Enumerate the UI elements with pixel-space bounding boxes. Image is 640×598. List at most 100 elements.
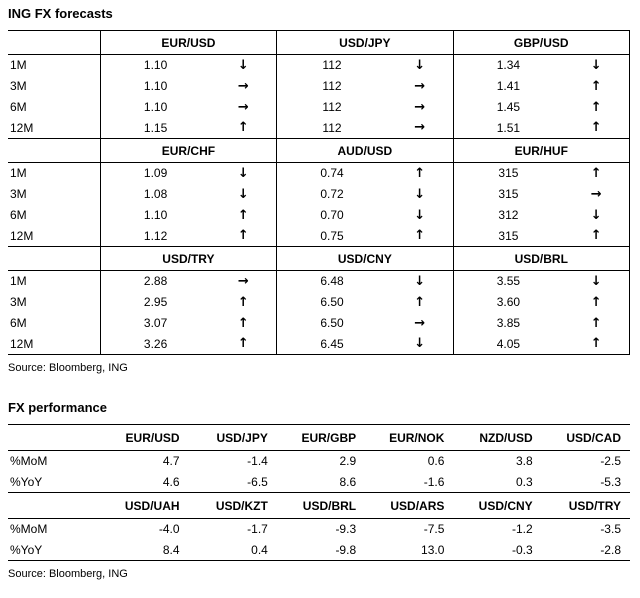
trend-down-icon: ↓ xyxy=(237,57,249,73)
row-label: %YoY xyxy=(8,471,101,493)
pair-header: USD/BRL xyxy=(276,492,366,519)
pair-header: USD/CNY xyxy=(453,492,542,519)
perf-value: -7.5 xyxy=(423,522,445,537)
forecast-value: 2.88 xyxy=(99,270,211,292)
trend-up-icon: ↑ xyxy=(414,165,426,181)
pair-header: USD/UAH xyxy=(100,492,189,519)
forecast-row: 6M 1.10 → 112 → 1.45 ↑ xyxy=(8,96,631,118)
perf-value: -2.5 xyxy=(600,454,621,469)
forecast-row: 3M 2.95 ↑ 6.50 ↑ 3.60 ↑ xyxy=(8,291,631,313)
trend-up-icon: ↑ xyxy=(414,228,426,244)
tenor-label: 3M xyxy=(10,187,27,201)
tenor-label: 3M xyxy=(10,295,27,309)
corner-cell xyxy=(8,138,101,163)
perf-value: -2.8 xyxy=(541,539,630,561)
perf-value: 0.3 xyxy=(453,471,542,493)
performance-header-row: USD/UAH USD/KZT USD/BRL USD/ARS USD/CNY … xyxy=(8,492,630,519)
perf-value: 8.4 xyxy=(100,539,189,561)
pair-header: USD/CNY xyxy=(276,246,454,271)
forecast-value: 315 xyxy=(452,225,564,247)
perf-value: -9.3 xyxy=(335,522,357,537)
forecast-value: 1.12 xyxy=(99,225,211,247)
pair-header: EUR/NOK xyxy=(365,424,454,451)
tenor-label: 6M xyxy=(10,100,27,114)
tenor-label: 3M xyxy=(10,79,27,93)
forecast-value: 1.10 xyxy=(99,96,211,118)
trend-up-icon: ↑ xyxy=(237,207,249,223)
pair-header: GBP/USD xyxy=(452,30,631,55)
perf-value: -1.7 xyxy=(247,522,268,537)
forecast-value: 6.50 xyxy=(276,312,387,334)
trend-down-icon: ↓ xyxy=(414,273,426,289)
perf-value: 4.7 xyxy=(162,454,180,469)
perf-value: -1.6 xyxy=(365,471,454,493)
forecast-value: 3.07 xyxy=(99,312,211,334)
corner-cell xyxy=(8,30,101,55)
tenor-label: 1M xyxy=(10,58,27,73)
tenor-label: 6M xyxy=(10,316,27,330)
forecast-value: 6.45 xyxy=(276,333,387,355)
perf-value: 8.6 xyxy=(276,471,366,493)
pair-header: EUR/GBP xyxy=(276,424,366,451)
forecast-value: 312 xyxy=(452,204,564,226)
trend-right-icon: → xyxy=(563,183,631,205)
forecast-value: 112 xyxy=(276,96,387,118)
corner-cell xyxy=(8,424,101,451)
trend-down-icon: ↓ xyxy=(563,54,631,76)
tenor-label: 12M xyxy=(10,228,34,243)
forecast-row: 12M 1.12 ↑ 0.75 ↑ 315 ↑ xyxy=(8,225,631,247)
trend-up-icon: ↑ xyxy=(237,228,249,244)
trend-right-icon: → xyxy=(414,120,426,136)
trend-up-icon: ↑ xyxy=(563,75,631,97)
pair-header: USD/KZT xyxy=(188,492,277,519)
pair-header: EUR/USD xyxy=(99,30,277,55)
forecast-value: 1.34 xyxy=(452,54,564,76)
forecast-value: 1.10 xyxy=(99,54,211,76)
perf-value: 3.8 xyxy=(516,454,533,469)
trend-down-icon: ↓ xyxy=(414,57,426,73)
forecast-value: 1.10 xyxy=(99,75,211,97)
forecast-value: 1.41 xyxy=(452,75,564,97)
perf-value: -5.3 xyxy=(541,471,630,493)
forecast-row: 3M 1.08 ↓ 0.72 ↓ 315 → xyxy=(8,183,631,205)
forecast-value: 3.26 xyxy=(99,333,211,355)
forecast-value: 4.05 xyxy=(452,333,564,355)
forecast-value: 6.50 xyxy=(276,291,387,313)
perf-value: -4.0 xyxy=(158,522,180,537)
forecast-value: 315 xyxy=(452,183,564,205)
row-label: %MoM xyxy=(10,454,48,469)
perf-value: 0.6 xyxy=(427,454,445,469)
trend-down-icon: ↓ xyxy=(563,270,631,292)
forecasts-title: ING FX forecasts xyxy=(8,6,113,21)
trend-right-icon: → xyxy=(237,78,249,94)
corner-cell xyxy=(8,492,101,519)
pair-header: USD/JPY xyxy=(188,424,277,451)
forecast-value: 1.15 xyxy=(99,117,211,139)
pair-header: USD/BRL xyxy=(452,246,631,271)
forecast-row: 1M 1.09 ↓ 0.74 ↑ 315 ↑ xyxy=(8,162,631,184)
tenor-label: 12M xyxy=(10,120,34,135)
forecast-value: 112 xyxy=(276,75,387,97)
trend-right-icon: → xyxy=(237,273,249,289)
trend-up-icon: ↑ xyxy=(563,312,631,334)
performance-title: FX performance xyxy=(8,400,107,415)
performance-row: %YoY 4.6 -6.5 8.6 -1.6 0.3 -5.3 xyxy=(8,471,630,493)
perf-value: 0.4 xyxy=(188,539,277,561)
forecast-value: 1.10 xyxy=(99,204,211,226)
pair-header: USD/TRY xyxy=(541,492,630,519)
forecast-value: 3.55 xyxy=(452,270,564,292)
pair-header: EUR/CHF xyxy=(99,138,277,163)
perf-value: -1.2 xyxy=(512,522,533,537)
forecast-value: 112 xyxy=(276,54,387,76)
forecast-value: 0.72 xyxy=(276,183,387,205)
forecast-value: 0.74 xyxy=(276,162,387,184)
trend-up-icon: ↑ xyxy=(563,291,631,313)
trend-up-icon: ↑ xyxy=(237,294,249,310)
perf-value: 13.0 xyxy=(365,539,454,561)
forecast-row: 12M 1.15 ↑ 112 → 1.51 ↑ xyxy=(8,117,631,139)
trend-down-icon: ↓ xyxy=(414,207,426,223)
performance-source-note: Source: Bloomberg, ING xyxy=(8,568,128,580)
trend-up-icon: ↑ xyxy=(237,315,249,331)
forecast-row: 12M 3.26 ↑ 6.45 ↓ 4.05 ↑ xyxy=(8,333,631,355)
forecast-row: 1M 2.88 → 6.48 ↓ 3.55 ↓ xyxy=(8,270,631,292)
